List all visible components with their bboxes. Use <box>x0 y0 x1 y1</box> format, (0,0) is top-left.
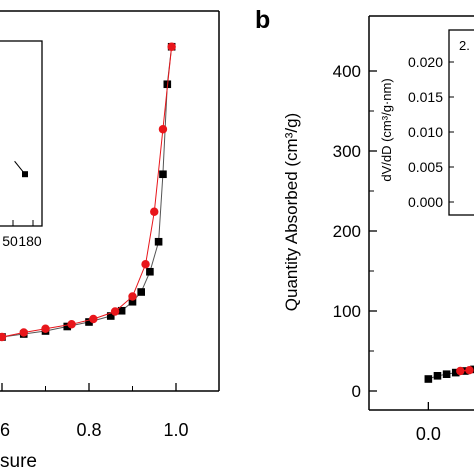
panel-a-series-0-point-4 <box>63 322 72 331</box>
panel-a-series-1-point-4 <box>89 314 98 324</box>
panel-a-inset-x-ticks: 50 180 <box>2 220 42 249</box>
panel-b-series-0-point-0 <box>424 375 433 383</box>
panel-a-series-0-point-7 <box>117 306 126 315</box>
panel-b-inset-frame <box>448 29 474 216</box>
panel-a-x-tick-label-2: 1.0 <box>163 420 188 440</box>
panel-b-series-1-point-1 <box>465 366 474 375</box>
panel-a-series-1-point-0 <box>0 332 7 342</box>
panel-b-y-tick-label-4: 400 <box>333 62 361 81</box>
panel-a-series-1-point-3 <box>67 320 76 329</box>
panel-a-series-1-point-5 <box>110 307 120 316</box>
panel-a-series-1-point-2 <box>41 324 50 333</box>
panel-b-label: b <box>255 6 270 34</box>
panel-b-series-1-point-0 <box>456 366 465 376</box>
panel-a-inset-tick-label-1: 180 <box>18 233 42 249</box>
panel-a-series-0-point-6 <box>106 312 115 320</box>
panel-a-series <box>0 42 176 342</box>
panel-a-series-1-point-8 <box>150 207 159 216</box>
panel-a-series-0-point-5 <box>85 318 93 326</box>
panel-b-x-tick-label-0: 0.0 <box>416 424 441 444</box>
panel-b-inset-corner-text: 2. <box>459 38 470 53</box>
panel-a-inset-frame <box>0 40 43 227</box>
panel-a-series-0-point-11 <box>154 237 163 246</box>
panel-b-y-tick-label-3: 300 <box>333 142 361 161</box>
panel-b-inset-tick-label-0: 0.000 <box>408 194 443 210</box>
panel-a-series-0-point-12 <box>159 170 167 179</box>
panel-a-series-1-point-1 <box>19 328 28 337</box>
panel-b-y-tick-label-1: 100 <box>333 302 361 321</box>
panel-b-inset-tick-label-2: 0.010 <box>408 124 443 140</box>
panel-b-series-0-point-2 <box>442 370 451 378</box>
panel-a-x-tick-label-0: 6 <box>0 420 10 440</box>
panel-a-x-ticks: 6 0.8 1.0 <box>0 383 189 440</box>
panel-b-inset-y-axis-label: dV/dD (cm³/g·nm) <box>379 78 394 181</box>
panel-a-x-axis-label: sure <box>0 451 37 472</box>
panel-b-inset-tick-label-4: 0.020 <box>408 54 443 70</box>
panel-b-y-tick-label-2: 200 <box>333 222 361 241</box>
panel-a-series-0-point-9 <box>137 288 145 296</box>
chart-panel-b: b 0 100 200 300 400 0.0 Quantity Absorbed (c… <box>255 6 474 444</box>
panel-b-y-ticks: 0 100 200 300 400 <box>333 62 377 401</box>
panel-a-inset-tick-label-0: 50 <box>2 233 18 249</box>
panel-a-series-1-point-7 <box>141 260 150 269</box>
panel-a-series-1-point-10 <box>167 42 176 51</box>
panel-a-series-0-point-10 <box>146 267 154 276</box>
panel-a-series-0-point-8 <box>128 297 137 306</box>
panel-b-y-axis-label: Quantity Absorbed (cm³/g) <box>282 113 301 311</box>
panel-b-series <box>424 365 474 383</box>
panel-a-inset-point <box>22 171 28 178</box>
panel-a-inset: 50 180 <box>0 40 43 249</box>
panel-a-inset-series <box>14 160 28 178</box>
panel-b-inset: 0.000 0.005 0.010 0.015 0.020 2. dV/dD (cm³/… <box>379 29 474 216</box>
panel-a-x-tick-label-1: 0.8 <box>76 420 101 440</box>
panel-b-x-ticks: 0.0 <box>416 402 441 444</box>
panel-b-inset-tick-label-1: 0.005 <box>408 159 443 175</box>
panel-b-y-tick-label-0: 0 <box>352 382 361 401</box>
panel-b-inset-tick-label-3: 0.015 <box>408 89 443 105</box>
panel-a-series-1-point-9 <box>158 125 168 134</box>
panel-b-series-0-point-1 <box>433 372 442 380</box>
chart-panel-a: 6 0.8 1.0 sure 50 180 <box>0 10 220 472</box>
panel-a-series-1-point-6 <box>128 292 137 301</box>
panel-b-inset-y-ticks: 0.000 0.005 0.010 0.015 0.020 <box>408 54 454 210</box>
panel-b-series-0-point-3 <box>451 368 460 377</box>
